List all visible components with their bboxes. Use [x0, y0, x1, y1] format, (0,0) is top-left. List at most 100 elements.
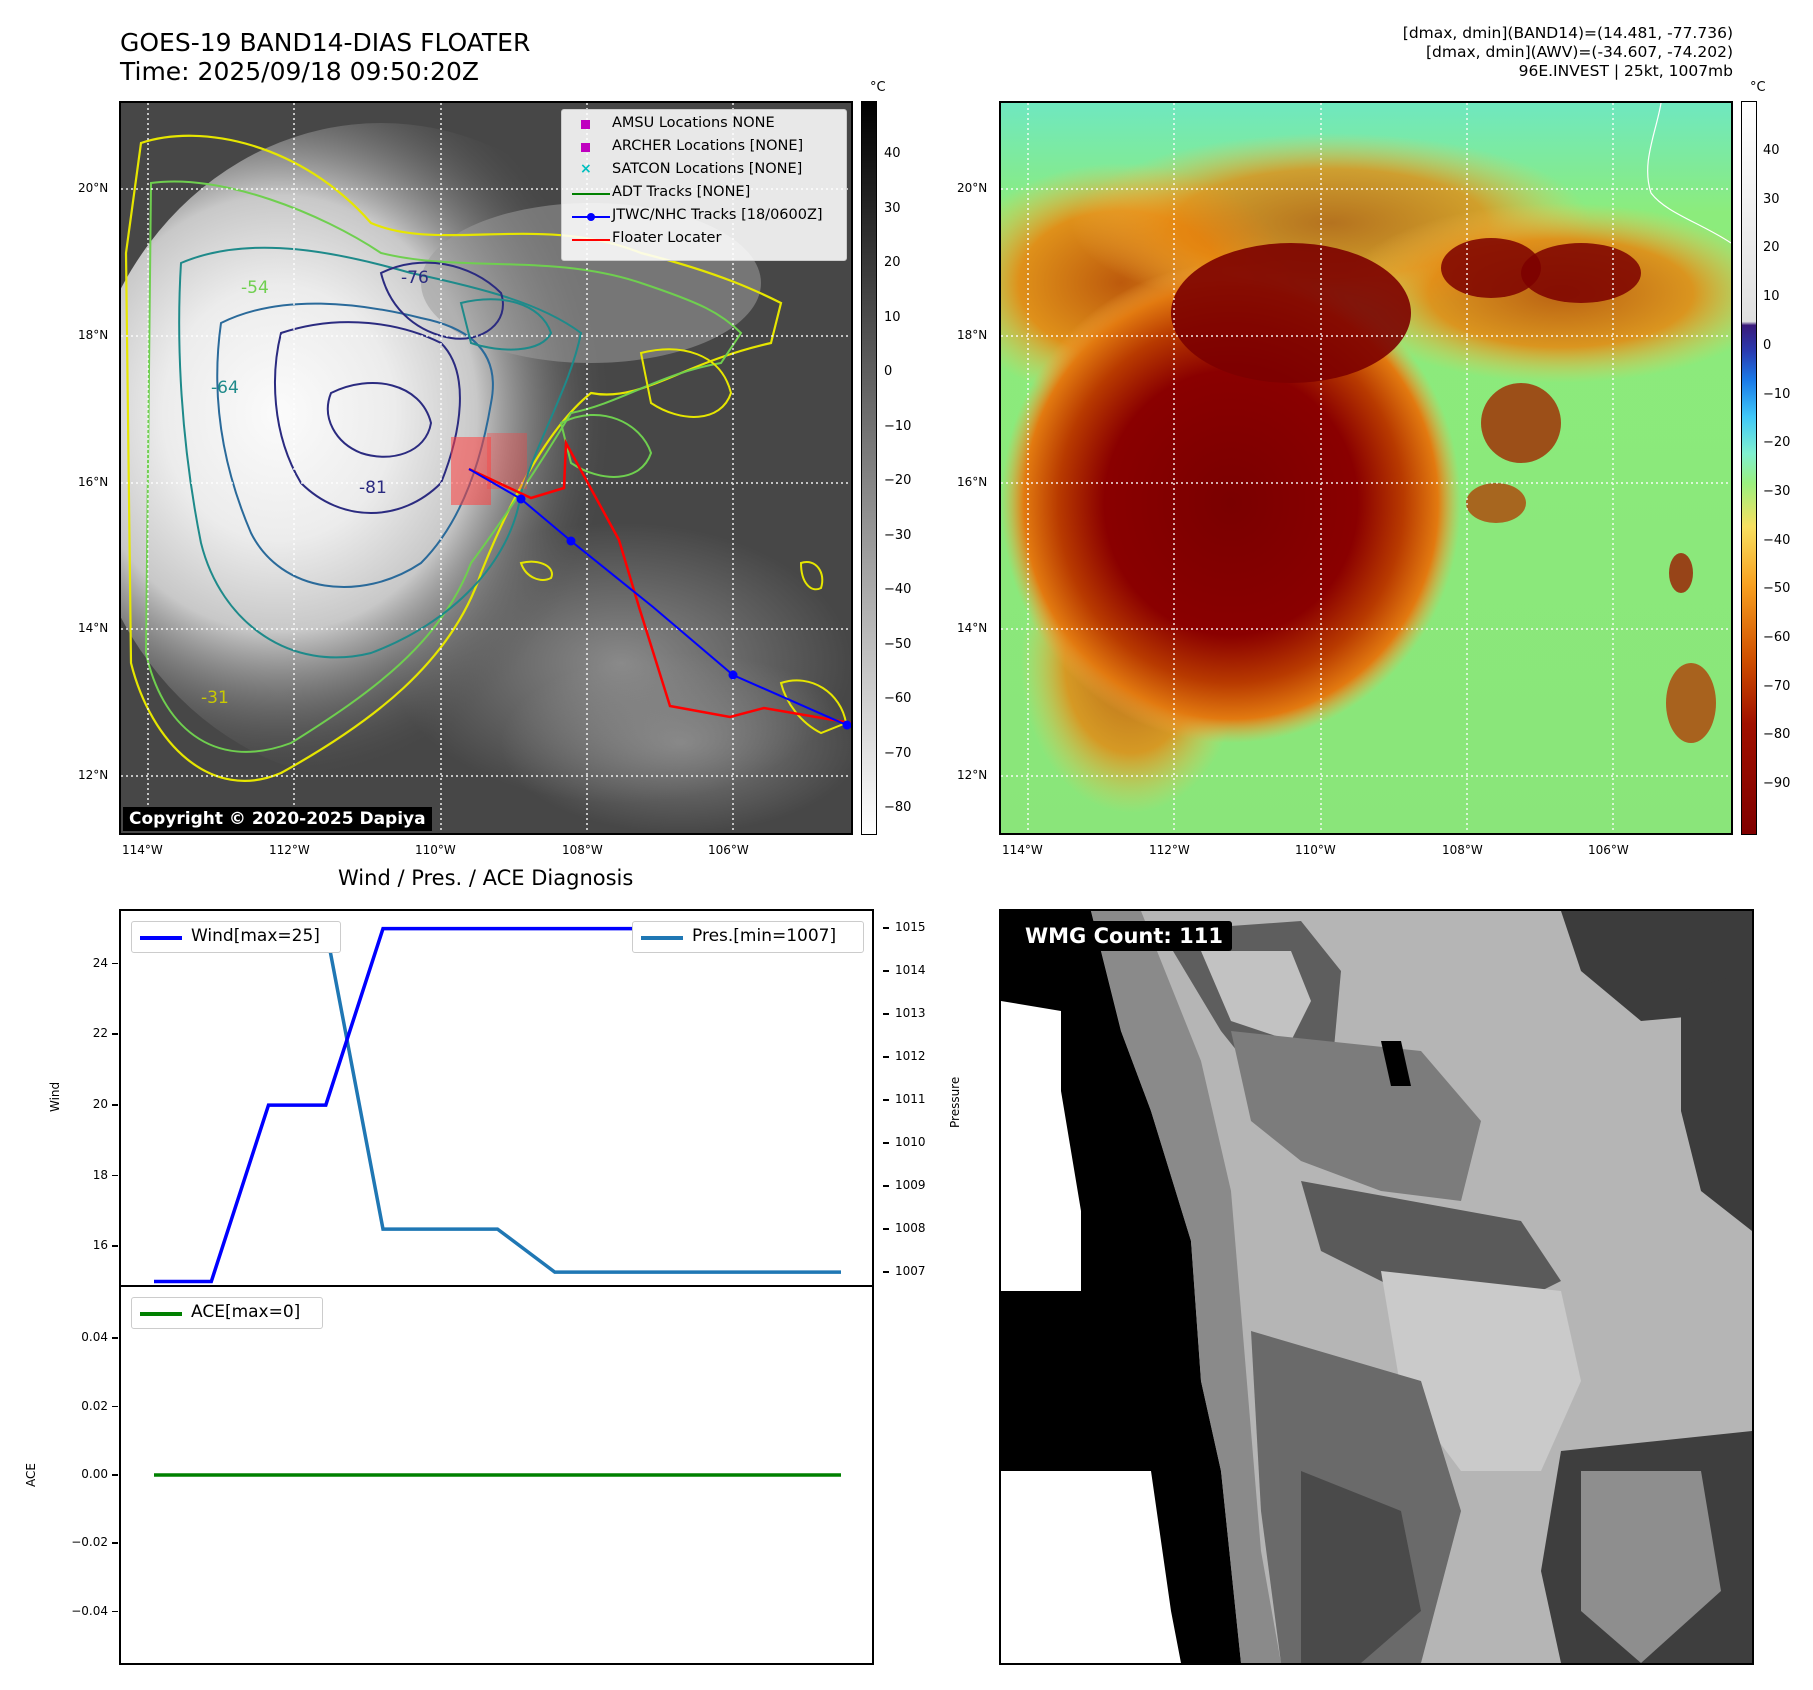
info-band14: [dmax, dmin](BAND14)=(14.481, -77.736) — [1402, 24, 1733, 42]
lat-label: 12°N — [78, 768, 109, 782]
lon-label: 108°W — [562, 843, 603, 857]
colorbar-tick-label: −70 — [1763, 678, 1791, 694]
jtwc-nhc-track — [468, 468, 851, 730]
lat-label: 16°N — [957, 475, 988, 489]
info-awv: [dmax, dmin](AWV)=(-34.607, -74.202) — [1426, 43, 1733, 61]
lon-label: 106°W — [708, 843, 749, 857]
ace-panel: ACE[max=0] — [119, 1285, 874, 1665]
ace-tick-label: 0.00 — [81, 1467, 108, 1481]
colorbar-tick-label: −40 — [884, 582, 912, 597]
colorbar-tick-label: −70 — [884, 745, 912, 761]
ace-tick-label: 0.02 — [81, 1398, 108, 1413]
ace-tick-label: −0.04 — [71, 1603, 108, 1618]
ace-tick-label: −0.02 — [71, 1535, 108, 1550]
ace-plot — [154, 1473, 841, 1477]
colorbar-tick-label: −90 — [1763, 776, 1791, 792]
colorbar-tick-label: 20 — [1763, 240, 1780, 256]
colorbar-tick-label: −40 — [1763, 532, 1791, 548]
lon-label: 112°W — [1149, 843, 1190, 857]
pressure-tick-label: 1012 — [895, 1049, 926, 1064]
lat-label: 12°N — [957, 768, 988, 782]
wind-tick-label: 20 — [92, 1097, 108, 1112]
colorbar-tick-label: −20 — [884, 473, 912, 488]
colorbar-tick-label: 30 — [884, 200, 901, 216]
colorbar-tick-label: −50 — [1763, 581, 1791, 597]
wmg-count-badge: WMG Count: 111 — [1016, 921, 1232, 951]
colorbar-tick-label: −80 — [1763, 727, 1791, 743]
wind-legend: Wind[max=25] — [131, 921, 341, 953]
contour-label: -81 — [359, 478, 387, 498]
lon-label: 114°W — [122, 843, 163, 857]
diagnosis-title: Wind / Pres. / ACE Diagnosis — [338, 866, 634, 890]
band14-map: -76 -81 -64 -31 -54 Copyright © 2020-202… — [119, 101, 853, 835]
lat-label: 20°N — [957, 181, 988, 195]
pressure-tick-label: 1014 — [895, 963, 926, 978]
colorbar-tick-label: −20 — [1763, 435, 1791, 451]
colorbar-tick-label: −80 — [884, 800, 912, 815]
pressure-axis-label: Pressure — [948, 1076, 962, 1128]
pressure-tick-label: 1007 — [895, 1264, 926, 1279]
colorbar-unit: °C — [870, 80, 886, 95]
pressure-tick-label: 1013 — [895, 1006, 926, 1021]
lon-label: 106°W — [1588, 843, 1629, 857]
colorbar-tick-label: −10 — [884, 418, 912, 434]
wind-tick-label: 22 — [92, 1026, 108, 1041]
colorbar-tick-label: 10 — [884, 309, 901, 325]
pressure-tick-label: 1008 — [895, 1221, 926, 1236]
wind-pressure-panel: Wind[max=25] Pres.[min=1007] — [119, 909, 874, 1287]
lat-label: 14°N — [78, 621, 109, 635]
wind-axis-label: Wind — [48, 1081, 62, 1112]
lat-label: 18°N — [78, 328, 109, 342]
colorbar-tick-label: −60 — [884, 691, 912, 706]
wind-tick-label: 16 — [92, 1238, 108, 1253]
lat-label: 16°N — [78, 475, 109, 489]
wmg-panel: WMG Count: 111 — [999, 909, 1754, 1665]
ace-axis-label: ACE — [24, 1463, 38, 1487]
colorbar-unit: °C — [1750, 80, 1766, 95]
lon-label: 112°W — [269, 843, 310, 857]
colorbar-tick-label: −30 — [884, 527, 912, 543]
contour-label: -64 — [211, 378, 239, 398]
colorbar-tick-label: 0 — [884, 364, 893, 379]
contour-label: -31 — [201, 688, 229, 708]
wind-tick-label: 18 — [92, 1167, 108, 1182]
colorbar-tick-label: 40 — [1763, 143, 1780, 158]
chart-subtitle-time: Time: 2025/09/18 09:50:20Z — [120, 57, 479, 86]
colorbar-tick-label: 40 — [884, 146, 901, 161]
contour-label: -54 — [241, 278, 269, 298]
lon-label: 110°W — [415, 843, 456, 857]
colorbar-tick-label: −50 — [884, 636, 912, 652]
colorbar-tick-label: 0 — [1763, 337, 1772, 353]
colorbar-tick-label: −30 — [1763, 483, 1791, 499]
pressure-tick-label: 1011 — [895, 1092, 926, 1107]
series-line-pressure — [154, 926, 841, 1274]
pressure-tick-label: 1015 — [895, 920, 926, 935]
awv-colorbar — [1741, 101, 1757, 835]
colorbar-tick-label: −10 — [1763, 386, 1791, 402]
lat-label: 14°N — [957, 621, 988, 635]
chart-title: GOES-19 BAND14-DIAS FLOATER — [120, 28, 531, 57]
floater-locater-track — [468, 438, 851, 725]
contour-label: -76 — [401, 268, 429, 288]
wind-pressure-plot — [154, 926, 841, 1284]
info-storm: 96E.INVEST | 25kt, 1007mb — [1518, 62, 1733, 80]
map-legend: AMSU Locations NONE ARCHER Locations [NO… — [561, 109, 847, 261]
wind-tick-label: 24 — [92, 955, 108, 970]
lon-label: 114°W — [1002, 843, 1043, 857]
band14-colorbar — [861, 101, 877, 835]
lon-label: 110°W — [1295, 843, 1336, 857]
lon-label: 108°W — [1442, 843, 1483, 857]
ace-tick-label: 0.04 — [81, 1330, 108, 1345]
awv-map — [999, 101, 1733, 835]
pressure-tick-label: 1010 — [895, 1135, 926, 1150]
lat-label: 20°N — [78, 181, 109, 195]
colorbar-tick-label: 10 — [1763, 289, 1780, 305]
pressure-tick-label: 1009 — [895, 1178, 926, 1193]
copyright-label: Copyright © 2020-2025 Dapiya — [123, 807, 432, 831]
colorbar-tick-label: 30 — [1763, 191, 1780, 207]
pressure-legend: Pres.[min=1007] — [632, 921, 864, 953]
ace-legend: ACE[max=0] — [131, 1297, 323, 1329]
lat-label: 18°N — [957, 328, 988, 342]
colorbar-tick-label: −60 — [1763, 630, 1791, 645]
wmg-image — [1001, 911, 1752, 1663]
